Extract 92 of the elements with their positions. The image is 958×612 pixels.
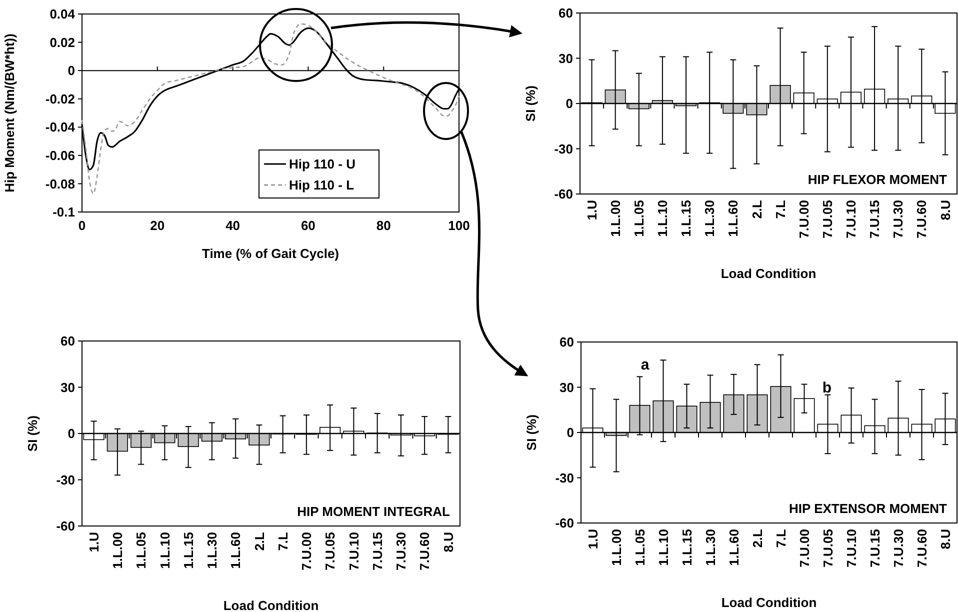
legend-label: Hip 110 - U (289, 156, 356, 172)
y-tick-label: -0.02 (45, 91, 75, 106)
y-tick-label: -0.06 (45, 148, 75, 163)
x-tick-label: 2.L (750, 528, 765, 548)
annotation: a (640, 356, 650, 374)
x-tick-label: 7.U.15 (370, 532, 385, 570)
y-tick-label: -0.04 (45, 120, 76, 135)
x-tick-label: 1.L.00 (608, 529, 624, 566)
y-axis-title: Hip Moment (Nm/(BW*ht)) (2, 34, 17, 192)
y-tick-label: -0.08 (45, 176, 75, 192)
x-tick-label: 2.L (252, 532, 267, 551)
x-tick-label: 7.U.60 (914, 200, 930, 238)
x-tick-label: 7.U.05 (322, 532, 338, 570)
x-tick-label: 7.U.10 (844, 529, 859, 568)
y-tick-label: 0.04 (50, 6, 76, 22)
x-axis-title: Time (% of Gait Cycle) (202, 246, 340, 261)
x-tick-label: 7.L (773, 528, 788, 548)
x-tick-label: 1.L.60 (726, 529, 742, 566)
x-tick-label: 1.L.10 (656, 529, 671, 566)
x-tick-label: 1.L.15 (679, 529, 694, 566)
x-tick-label: 7.U.60 (417, 532, 432, 570)
x-tick-label: 1.L.10 (655, 200, 670, 237)
y-tick-label: -30 (555, 470, 574, 486)
x-tick-label: 1.L.60 (726, 200, 741, 237)
y-tick-label: 60 (558, 6, 573, 21)
y-tick-label: 0 (566, 425, 574, 440)
x-tick-label: 7.U.00 (298, 532, 314, 570)
y-tick-label: -30 (554, 141, 573, 156)
x-axis-title: Load Condition (721, 595, 817, 610)
x-tick-label: 7.U.05 (820, 529, 836, 568)
x-tick-label: 7.U.30 (890, 529, 906, 568)
x-tick-label: 2.L (749, 200, 764, 219)
x-tick-label: 1.L.30 (204, 532, 220, 569)
y-tick-label: 60 (60, 334, 75, 349)
text: HIP EXTENSOR MOMENT (789, 501, 948, 516)
x-tick-label: 7.U.30 (393, 532, 408, 570)
x-tick-label: 7.U.10 (844, 200, 859, 238)
y-tick-label: 0.02 (50, 34, 75, 50)
x-tick-label: 1.L.15 (180, 532, 196, 569)
x-tick-label: 8.U (938, 529, 953, 550)
x-tick-label: 7.U.60 (914, 529, 930, 568)
text: HIP MOMENT INTEGRAL (297, 504, 450, 519)
x-tick-label: 1.L.15 (678, 200, 694, 237)
y-tick-label: -60 (56, 518, 75, 534)
x-axis-title: Load Condition (223, 598, 319, 612)
y-tick-label: 60 (560, 334, 574, 350)
x-tick-label: 7.U.05 (820, 200, 835, 238)
x-tick-label: 80 (376, 218, 391, 233)
x-tick-label: 20 (150, 218, 165, 233)
x-tick-label: 7.U.00 (796, 200, 812, 238)
x-tick-label: 1.L.05 (134, 532, 149, 569)
y-tick-label: -60 (555, 516, 574, 531)
x-tick-label: 7.U.00 (796, 529, 812, 568)
x-tick-label: 1.L.00 (110, 532, 125, 569)
x-tick-label: 7.L (275, 532, 290, 551)
x-tick-label: 40 (226, 218, 240, 233)
y-tick-label: 30 (558, 50, 573, 66)
y-tick-label: 30 (60, 380, 75, 395)
y-tick-label: 0 (68, 426, 75, 442)
y-axis-title: SI (%) (25, 415, 40, 452)
y-tick-label: -0.1 (52, 204, 75, 220)
x-tick-label: 1.L.60 (228, 532, 244, 569)
legend-label: Hip 110 - L (289, 178, 354, 193)
x-tick-label: 60 (300, 218, 316, 233)
x-tick-label: 8.U (938, 200, 953, 220)
x-tick-label: 1.U (584, 200, 600, 220)
x-tick-label: 0 (78, 218, 86, 233)
x-axis-title: Load Condition (720, 266, 816, 281)
x-tick-label: 7.L (772, 200, 788, 219)
x-tick-label: 1.L.10 (157, 532, 172, 569)
x-tick-label: 7.U.15 (867, 200, 882, 238)
x-tick-label: 7.U.30 (890, 200, 906, 238)
annotation: b (822, 379, 832, 396)
x-tick-label: 1.L.30 (702, 200, 718, 237)
x-tick-label: 7.U.10 (346, 532, 362, 570)
text: HIP FLEXOR MOMENT (808, 172, 948, 187)
y-tick-label: 0 (68, 63, 75, 78)
x-tick-label: 1.L.05 (632, 529, 648, 566)
y-axis-title: SI (%) (524, 414, 539, 451)
x-tick-label: 8.U (440, 532, 456, 552)
x-tick-label: 1.L.05 (631, 200, 646, 237)
x-tick-label: 1.U (86, 532, 102, 552)
y-tick-label: 30 (560, 380, 574, 395)
y-axis-title: SI (%) (523, 85, 538, 122)
y-tick-label: 0 (566, 96, 573, 112)
x-tick-label: 7.U.15 (867, 529, 882, 568)
x-tick-label: 1.L.30 (702, 529, 718, 566)
y-tick-label: -60 (554, 186, 573, 202)
x-tick-label: 1.U (585, 529, 600, 550)
y-tick-label: -30 (56, 472, 75, 488)
x-tick-label: 1.L.00 (608, 200, 623, 237)
x-tick-label: 100 (448, 218, 470, 233)
